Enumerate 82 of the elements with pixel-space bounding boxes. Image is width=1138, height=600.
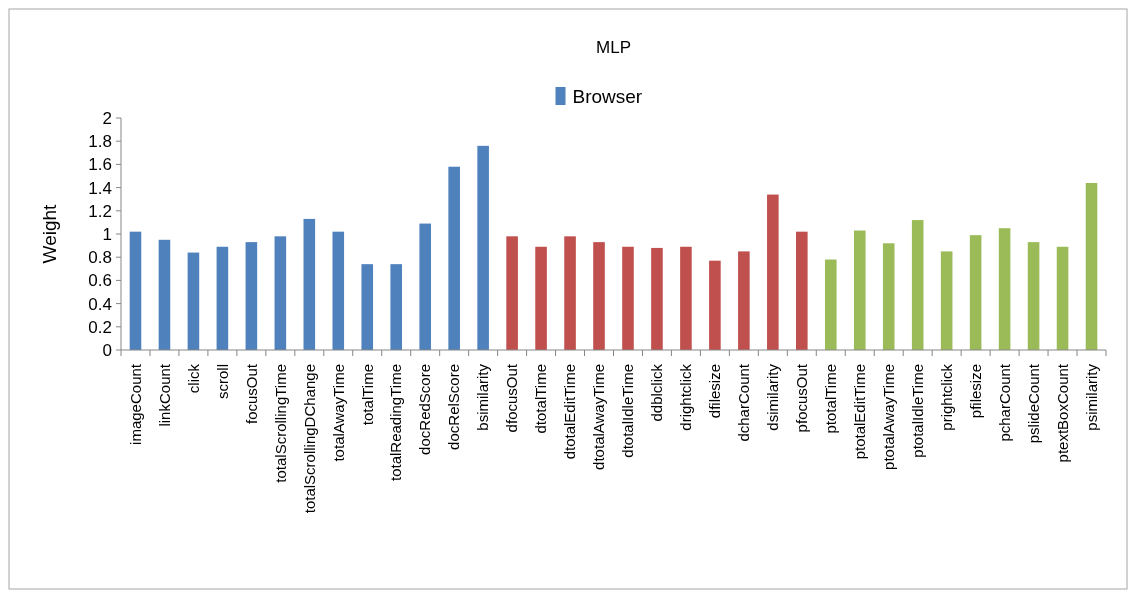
x-tick-label: imageCount bbox=[126, 363, 144, 445]
x-tick-label: ptotalAwayTime bbox=[879, 364, 897, 470]
bar bbox=[506, 236, 518, 350]
y-tick-label: 2 bbox=[102, 108, 112, 128]
x-tick-label: totalTime bbox=[358, 364, 376, 426]
bar bbox=[593, 242, 605, 350]
x-tick-label: ptextBoxCount bbox=[1053, 363, 1071, 463]
x-tick-label: drightclick bbox=[677, 363, 695, 431]
x-tick-label: dcharCount bbox=[735, 363, 753, 442]
y-tick-label: 0.2 bbox=[88, 317, 112, 337]
y-tick-label: 1.2 bbox=[88, 201, 112, 221]
x-tick-label: totalScrollingDChange bbox=[300, 364, 318, 514]
y-tick-label: 1.4 bbox=[88, 178, 112, 198]
bar bbox=[332, 231, 345, 350]
x-tick-label: ddblclick bbox=[648, 363, 666, 422]
x-tick-label: dfocusOut bbox=[503, 363, 521, 433]
bar bbox=[622, 246, 634, 350]
y-tick-label: 0.8 bbox=[88, 248, 112, 268]
y-tick-label: 0.4 bbox=[88, 294, 112, 314]
bar bbox=[245, 242, 258, 350]
x-tick-label: bsimilarity bbox=[474, 363, 492, 431]
x-tick-label: pcharCount bbox=[995, 363, 1013, 442]
bar bbox=[680, 246, 692, 350]
bar bbox=[853, 230, 866, 350]
x-tick-label: pfilesize bbox=[966, 364, 984, 419]
x-tick-label: psimilarity bbox=[1082, 363, 1100, 431]
bar bbox=[709, 260, 721, 350]
bar bbox=[796, 231, 808, 350]
x-tick-label: dtotalEditTime bbox=[561, 364, 579, 460]
bar bbox=[1056, 246, 1069, 350]
bar bbox=[564, 236, 576, 350]
x-tick-label: dtotalTime bbox=[532, 364, 550, 434]
x-tick-label: prightclick bbox=[937, 363, 955, 431]
x-tick-label: focusOut bbox=[242, 363, 260, 425]
y-axis-title: Weight bbox=[39, 203, 60, 264]
y-tick-label: 1 bbox=[102, 224, 112, 244]
bar bbox=[158, 239, 171, 350]
x-tick-label: dfilesize bbox=[706, 364, 724, 419]
x-tick-label: totalReadingTime bbox=[387, 364, 405, 482]
x-tick-label: scroll bbox=[213, 364, 231, 400]
bar bbox=[1085, 182, 1098, 350]
bar bbox=[969, 235, 982, 350]
bar bbox=[390, 264, 403, 350]
x-tick-label: dtotalAwayTime bbox=[590, 364, 608, 470]
bar bbox=[911, 220, 924, 350]
bar bbox=[448, 166, 460, 350]
y-tick-label: 0.6 bbox=[88, 271, 112, 291]
x-tick-label: pslideCount bbox=[1024, 363, 1042, 444]
x-tick-label: ptotalTime bbox=[822, 364, 840, 434]
x-tick-label: ptotalIdleTime bbox=[908, 364, 926, 458]
bar bbox=[274, 236, 287, 350]
bar bbox=[303, 218, 316, 350]
bar bbox=[651, 247, 663, 350]
bar bbox=[824, 259, 837, 350]
bar bbox=[535, 246, 547, 350]
chart-title: MLP bbox=[596, 38, 631, 57]
x-tick-label: pfocusOut bbox=[793, 363, 811, 433]
x-tick-label: linkCount bbox=[155, 363, 173, 427]
bar bbox=[767, 194, 779, 350]
x-tick-label: docRelScore bbox=[445, 364, 463, 450]
bar bbox=[940, 251, 953, 350]
y-tick-label: 1.6 bbox=[88, 155, 112, 175]
bar bbox=[361, 264, 374, 350]
y-tick-label: 1.8 bbox=[88, 132, 112, 152]
bar bbox=[419, 223, 431, 350]
x-tick-label: dtotalIdleTime bbox=[619, 364, 637, 458]
bar bbox=[738, 251, 750, 350]
x-tick-label: dsimilarity bbox=[764, 363, 782, 431]
bar bbox=[882, 243, 895, 350]
x-tick-label: click bbox=[184, 363, 202, 394]
y-tick-label: 0 bbox=[102, 340, 112, 360]
bar bbox=[187, 252, 200, 350]
legend-label: Browser bbox=[572, 85, 643, 107]
bar bbox=[129, 231, 142, 350]
x-tick-label: totalScrollingTime bbox=[271, 364, 289, 483]
x-tick-label: totalAwayTime bbox=[329, 364, 347, 462]
bar bbox=[1027, 242, 1040, 350]
bar bbox=[998, 228, 1011, 350]
bar bbox=[477, 145, 489, 350]
bar bbox=[216, 246, 229, 350]
x-tick-label: docRedScore bbox=[416, 364, 434, 455]
x-tick-label: ptotalEditTime bbox=[851, 364, 868, 460]
